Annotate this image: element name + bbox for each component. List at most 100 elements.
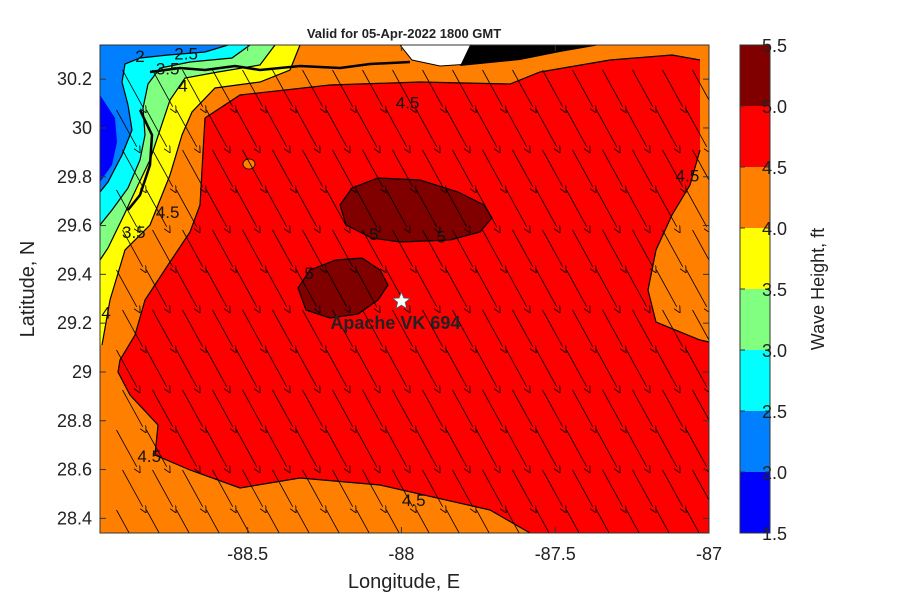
map-title: Valid for 05-Apr-2022 1800 GMT — [307, 26, 501, 41]
contour-label: 2 — [135, 47, 144, 66]
y-tick-label: 29.2 — [57, 313, 92, 333]
wave-arrow — [152, 69, 173, 107]
wave-arrow — [302, 229, 323, 267]
wave-arrow — [536, 189, 557, 227]
wave-arrow — [482, 229, 503, 267]
wave-arrow — [236, 349, 257, 387]
wave-arrow — [422, 469, 443, 507]
wave-arrow — [386, 509, 400, 533]
wave-arrow — [356, 269, 377, 307]
contour-label: 4 — [101, 303, 110, 322]
wave-arrow — [242, 389, 263, 427]
wave-arrow — [476, 109, 497, 147]
wave-arrow — [212, 69, 233, 107]
wave-arrow — [506, 429, 527, 467]
wave-arrow — [717, 350, 737, 387]
wave-arrow — [512, 389, 533, 427]
colorbar-segment — [740, 411, 770, 472]
wave-arrow — [116, 109, 137, 147]
wave-arrow — [662, 309, 683, 347]
wave-arrow — [717, 270, 737, 307]
wave-direction-arrows — [116, 69, 737, 587]
wave-arrow — [146, 349, 167, 387]
wave-arrow — [152, 469, 173, 507]
wave-arrow — [362, 229, 383, 267]
wave-arrow — [212, 309, 233, 347]
wave-arrow — [482, 69, 503, 107]
wave-arrow — [152, 229, 173, 267]
wave-arrow — [303, 550, 323, 587]
wave-arrow — [176, 189, 197, 227]
wave-arrow — [182, 389, 203, 427]
colorbar-tick-label: 3.5 — [762, 280, 787, 300]
wave-arrow — [596, 429, 617, 467]
wave-arrow — [332, 469, 353, 507]
y-tick-label: 29.4 — [57, 264, 92, 284]
wave-arrow — [242, 309, 263, 347]
wave-band-4.5-5.0 — [118, 55, 709, 533]
wave-arrow — [476, 189, 497, 227]
wave-arrow — [182, 69, 203, 107]
wave-arrow — [686, 269, 707, 307]
wave-arrow — [656, 269, 677, 307]
colorbar-tick-label: 4.5 — [762, 158, 787, 178]
wave-arrow — [596, 509, 610, 533]
wave-arrow — [212, 389, 233, 427]
x-tick-label: -88.5 — [227, 544, 268, 564]
wave-arrow — [476, 509, 490, 533]
wave-arrow — [122, 389, 143, 427]
wave-arrow — [273, 550, 293, 587]
wave-arrow — [146, 429, 167, 467]
wave-arrow — [206, 429, 227, 467]
x-tick-label: -87 — [696, 544, 722, 564]
y-tick-label: 28.6 — [57, 460, 92, 480]
wave-arrow — [116, 349, 137, 387]
wave-arrow — [302, 389, 323, 427]
wave-arrow — [692, 309, 709, 341]
wave-arrow — [512, 149, 533, 187]
wave-arrow — [482, 389, 503, 427]
wave-arrow — [656, 109, 677, 147]
wave-arrow — [536, 509, 550, 533]
colorbar-tick-label: 5.5 — [762, 36, 787, 56]
wave-arrow — [266, 189, 287, 227]
wave-arrow — [176, 109, 197, 147]
x-tick-label: -87.5 — [535, 544, 576, 564]
wave-arrow — [122, 149, 143, 187]
wave-arrow — [122, 309, 143, 347]
wave-arrow — [686, 429, 707, 467]
wave-arrow — [272, 69, 293, 107]
wave-arrow — [386, 349, 407, 387]
wave-arrow — [146, 189, 167, 227]
wave-arrow — [356, 189, 377, 227]
contour-label: 4.5 — [676, 167, 700, 186]
wave-arrow — [302, 69, 323, 107]
wave-arrow — [536, 269, 557, 307]
wave-arrow — [626, 429, 647, 467]
wave-arrow — [146, 269, 167, 307]
wave-arrow — [512, 469, 533, 507]
wave-arrow — [153, 550, 173, 587]
wave-arrow — [272, 149, 293, 187]
wave-arrow — [362, 309, 383, 347]
wave-arrow — [386, 109, 407, 147]
colorbar-tick-label: 5.0 — [762, 97, 787, 117]
wave-arrow — [596, 269, 617, 307]
wave-arrow — [356, 349, 377, 387]
wave-arrow — [386, 429, 407, 467]
wave-arrow — [512, 69, 533, 107]
wave-arrow — [206, 509, 220, 533]
wave-arrow — [182, 469, 203, 507]
wave-arrow — [446, 109, 467, 147]
wave-arrow — [446, 269, 467, 307]
wave-arrow — [452, 469, 473, 507]
wave-arrow — [296, 109, 317, 147]
wave-arrow — [146, 109, 167, 147]
wave-arrow — [572, 469, 593, 507]
wave-arrow — [692, 389, 709, 421]
wave-arrow — [362, 389, 383, 427]
colorbar-segment — [740, 167, 770, 228]
wave-arrow — [603, 550, 623, 587]
wave-arrow — [356, 429, 377, 467]
wave-arrow — [182, 149, 203, 187]
